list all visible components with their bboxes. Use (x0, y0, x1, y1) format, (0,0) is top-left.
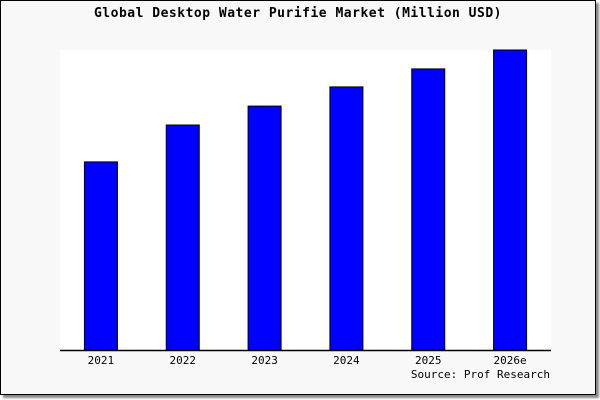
x-tick-label: 2022 (170, 354, 197, 367)
x-tick-label: 2023 (251, 354, 278, 367)
x-tick-label: 2025 (415, 354, 442, 367)
source-note: Source: Prof Research (410, 368, 550, 381)
bar-2026e (493, 49, 528, 351)
plot-area (60, 50, 551, 350)
x-tick-label: 2021 (88, 354, 115, 367)
x-tick-label: 2026e (494, 354, 527, 367)
bar-2021 (83, 161, 118, 351)
chart-title: Global Desktop Water Purifie Market (Mil… (93, 6, 502, 21)
bar-2024 (329, 86, 364, 351)
bar-2023 (247, 105, 282, 351)
bar-2025 (411, 68, 446, 351)
bar-2022 (165, 124, 200, 351)
x-tick-label: 2024 (333, 354, 360, 367)
